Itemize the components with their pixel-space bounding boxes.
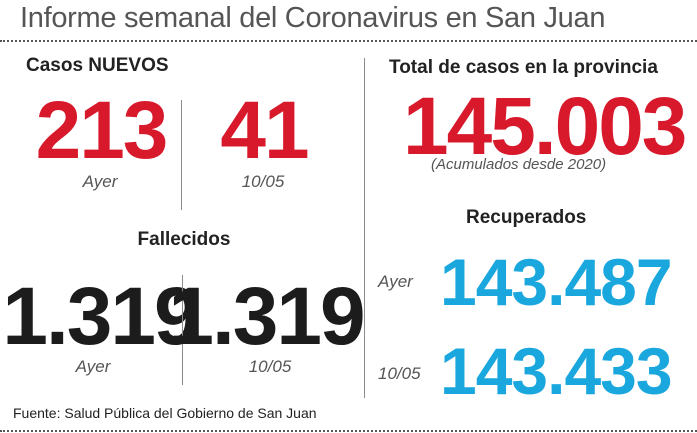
recovered-yesterday-value: 143.487 <box>440 245 673 319</box>
recovered-yesterday-label: Ayer <box>378 272 413 291</box>
total-note: (Acumulados desde 2020) <box>431 156 607 173</box>
new-cases-yesterday-value: 213 <box>35 85 169 176</box>
deaths-date-value: 1.319 <box>168 271 365 362</box>
new-cases-divider <box>181 100 182 210</box>
top-dotted-divider <box>0 40 697 42</box>
recovered-date-value: 143.433 <box>440 334 673 408</box>
total-value: 145.003 <box>403 81 687 172</box>
recovered-heading: Recuperados <box>466 207 587 228</box>
page-title: Informe semanal del Coronavirus en San J… <box>20 2 606 34</box>
source-note: Fuente: Salud Pública del Gobierno de Sa… <box>13 405 317 421</box>
deaths-divider <box>182 275 183 385</box>
recovered-date-label: 10/05 <box>378 364 421 383</box>
new-cases-heading: Casos NUEVOS <box>26 55 169 76</box>
new-cases-yesterday-label: Ayer <box>82 172 118 191</box>
new-cases-date-value: 41 <box>220 85 309 176</box>
deaths-date-label: 10/05 <box>248 357 292 376</box>
deaths-heading: Fallecidos <box>137 229 231 250</box>
column-divider <box>364 58 365 398</box>
deaths-yesterday-label: Ayer <box>75 357 111 376</box>
deaths-yesterday-value: 1.319 <box>2 271 199 362</box>
total-heading: Total de casos en la provincia <box>389 57 658 78</box>
bottom-dotted-divider <box>0 430 697 432</box>
new-cases-date-label: 10/05 <box>241 172 285 191</box>
